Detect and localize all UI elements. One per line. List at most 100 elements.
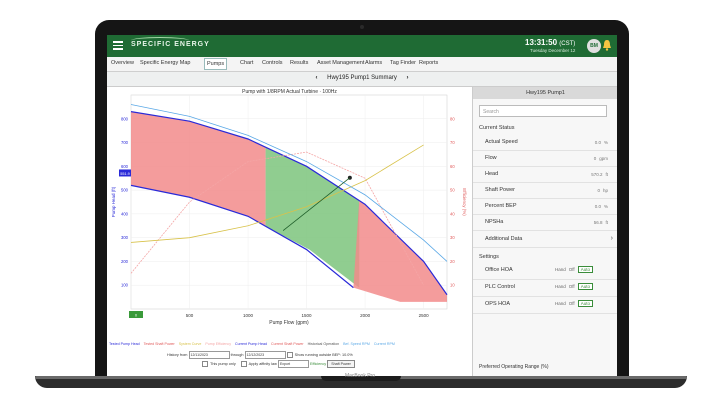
- y2-tick-label: 80: [450, 116, 455, 121]
- show-running-checkbox[interactable]: [286, 352, 293, 358]
- legend-item[interactable]: Historical Operation: [307, 342, 340, 346]
- status-unit: %: [603, 204, 608, 209]
- status-unit: ft: [605, 172, 608, 177]
- bell-icon[interactable]: [602, 39, 612, 51]
- status-row: NPSHa 56.8 ft: [473, 215, 617, 231]
- x-axis-label: Pump Flow (gpm): [269, 320, 309, 326]
- y2-tick-label: 10: [450, 283, 455, 288]
- efficiency-toggle[interactable]: Efficiency: [310, 362, 327, 366]
- through-label: through: [230, 353, 244, 357]
- search-input[interactable]: Search: [479, 105, 607, 117]
- hoa-option-off[interactable]: Off: [568, 301, 575, 306]
- hoa-option-off[interactable]: Off: [568, 284, 575, 289]
- nav-item-specific-energy-map[interactable]: Specific Energy Map: [140, 60, 191, 66]
- legend-item[interactable]: Current Shaft Power: [271, 342, 304, 346]
- chart-title: Pump with 1/8RPM Actual Turbine · 100Hz: [242, 89, 337, 95]
- hoa-option-auto[interactable]: Auto: [577, 300, 593, 307]
- status-row: Percent BEP 0.0%: [473, 199, 617, 215]
- nav-item-results[interactable]: Results: [290, 60, 309, 66]
- history-label: History from: [167, 353, 188, 357]
- legend-item[interactable]: System Curve: [178, 342, 202, 346]
- hoa-option-hand[interactable]: Hand: [555, 284, 566, 289]
- preferred-range-region: [265, 147, 360, 288]
- status-row: Shaft Power 0 hp: [473, 183, 617, 199]
- chevron-right-icon: ›: [610, 235, 613, 242]
- this-pump-only-checkbox[interactable]: [202, 361, 208, 367]
- laptop-lid: SPECIFIC ENERGY 13:31:50 (CST) Tuesday D…: [95, 20, 629, 380]
- series-line-2: [130, 151, 424, 286]
- low-flow-region: [131, 111, 266, 227]
- nav-item-alarms[interactable]: Alarms: [365, 60, 383, 66]
- nav-item-tag-finder[interactable]: Tag Finder: [390, 60, 416, 66]
- additional-data-row[interactable]: Additional Data ›: [473, 232, 617, 248]
- status-unit: ft: [605, 220, 608, 225]
- status-label: NPSHa: [485, 219, 504, 225]
- nav-item-asset-management[interactable]: Asset Management: [317, 60, 365, 66]
- affinity-checkbox[interactable]: [240, 361, 247, 367]
- this-pump-only-label: This pump only: [210, 362, 236, 366]
- status-label: Actual Speed: [485, 139, 518, 145]
- export-select[interactable]: Export: [277, 360, 309, 368]
- history-through-input[interactable]: 12/12/2023: [244, 351, 286, 359]
- y2-tick-label: 60: [450, 164, 455, 169]
- nav-item-pumps[interactable]: Pumps: [204, 58, 228, 70]
- status-value: 0 gpm: [594, 156, 608, 161]
- history-from-input[interactable]: 12/11/2023: [188, 351, 230, 359]
- status-row: Flow 0 gpm: [473, 151, 617, 167]
- device-brand-label: MacBook Pro: [344, 373, 375, 379]
- status-value: 0.0%: [595, 140, 608, 145]
- status-value: 56.8 ft: [594, 220, 608, 225]
- x-tick-label: 2000: [360, 313, 371, 318]
- x-tick-label: 1000: [243, 313, 254, 318]
- status-label: Flow: [485, 155, 497, 161]
- hoa-toggle: Hand Off Auto: [555, 283, 596, 290]
- status-number: 0: [593, 156, 597, 161]
- y-tick-label: 400: [121, 211, 129, 216]
- legend-item[interactable]: Pump Efficiency: [205, 342, 232, 346]
- legend-item[interactable]: Current Pump Head: [235, 342, 267, 346]
- hoa-option-hand[interactable]: Hand: [555, 267, 566, 272]
- hoa-option-hand[interactable]: Hand: [555, 301, 566, 306]
- y2-tick-label: 20: [450, 259, 455, 264]
- status-unit: gpm: [599, 156, 608, 161]
- hoa-option-auto[interactable]: Auto: [577, 266, 593, 273]
- nav-item-overview[interactable]: Overview: [111, 60, 134, 66]
- current-head-marker: [119, 169, 131, 177]
- status-unit: %: [603, 140, 608, 145]
- legend-item[interactable]: Bef. Speed RPM: [343, 342, 370, 346]
- show-running-label: Show running outside BEP: 10.0%: [294, 353, 353, 357]
- status-label: Shaft Power: [485, 187, 515, 193]
- hoa-option-off[interactable]: Off: [568, 267, 575, 272]
- app-header: SPECIFIC ENERGY 13:31:50 (CST) Tuesday D…: [107, 35, 617, 57]
- status-number: 570.2: [591, 172, 603, 177]
- legend-item[interactable]: Tested Shaft Power: [143, 342, 175, 346]
- pump-selector: ‹ Hwy195 Pump1 Summary ›: [107, 72, 617, 87]
- x-start-marker-label: 0: [135, 313, 138, 318]
- setting-row: Office HOA Hand Off Auto: [473, 263, 617, 280]
- nav-item-chart[interactable]: Chart: [240, 60, 254, 66]
- y-tick-label: 600: [121, 164, 129, 169]
- y-tick-label: 800: [121, 116, 129, 121]
- x-tick-label: 500: [186, 313, 194, 318]
- nav-item-controls[interactable]: Controls: [262, 60, 283, 66]
- status-value: 0 hp: [597, 188, 608, 193]
- shaft-power-button[interactable]: Shaft Power: [327, 360, 355, 368]
- menu-icon[interactable]: [113, 41, 123, 50]
- top-nav: Overview Specific Energy Map Pumps Chart Con…: [107, 57, 617, 72]
- y2-tick-label: 70: [450, 140, 455, 145]
- status-label: Percent BEP: [485, 203, 517, 209]
- legend-item[interactable]: Current RPM: [373, 342, 395, 346]
- y-tick-label: 100: [121, 283, 129, 288]
- legend-item[interactable]: Tested Pump Head: [109, 342, 140, 346]
- pump-curve-chart[interactable]: 500 1000 1500 2000 2500100200300400500600700…: [107, 87, 472, 339]
- nav-item-reports[interactable]: Reports: [419, 60, 439, 66]
- logo-swoosh: [131, 37, 189, 44]
- next-pump-icon[interactable]: ›: [406, 75, 409, 81]
- avatar[interactable]: BM: [587, 39, 601, 53]
- high-flow-region: [353, 200, 447, 302]
- prev-pump-icon[interactable]: ‹: [315, 75, 318, 81]
- camera: [360, 25, 364, 29]
- clock-time: 13:31:50: [525, 38, 558, 47]
- hoa-option-auto[interactable]: Auto: [577, 283, 593, 290]
- base-notch: [321, 376, 401, 381]
